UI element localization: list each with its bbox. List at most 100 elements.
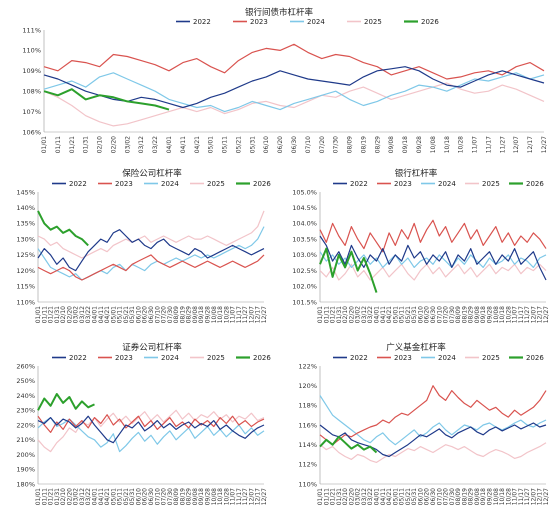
x-tick-label: 01/21 [330, 306, 337, 323]
x-tick-label: 01/11 [41, 306, 48, 323]
y-tick-label: 130% [16, 235, 35, 243]
x-tick-label: 03/12 [361, 488, 368, 505]
x-tick-label: 12/27 [543, 488, 550, 505]
x-tick-label: 10/18 [499, 306, 506, 323]
x-tick-label: 10/08 [493, 488, 500, 505]
x-tick-label: 06/30 [430, 306, 437, 323]
x-tick-label: 07/10 [305, 136, 312, 153]
x-tick-label: 12/17 [537, 488, 544, 505]
series-line-2023 [37, 414, 265, 434]
x-tick-label: 04/01 [92, 306, 99, 323]
x-tick-label: 12/27 [541, 136, 548, 153]
y-tick-label: 116% [298, 421, 317, 429]
x-tick-label: 05/11 [117, 488, 124, 505]
legend-label-2025: 2025 [482, 180, 500, 188]
series-line-2025 [319, 263, 547, 281]
x-tick-label: 09/28 [416, 136, 423, 153]
chart-broad-fund-leverage: 广义基金杠杆率 2022 2023 2024 2025 2026 110% 112% 114%… [278, 340, 554, 518]
x-tick-label: 08/29 [374, 136, 381, 153]
legend-label-2022: 2022 [193, 18, 211, 26]
x-tick-label: 02/20 [66, 306, 73, 323]
y-tick-label: 112% [298, 461, 317, 469]
x-tick-label: 11/27 [524, 488, 531, 505]
x-tick-label: 03/22 [367, 306, 374, 323]
x-tick-label: 06/30 [430, 488, 437, 505]
x-tick-label: 01/11 [55, 136, 62, 153]
x-tick-label: 03/02 [355, 488, 362, 505]
x-tick-label: 03/12 [138, 136, 145, 153]
x-tick-label: 10/28 [458, 136, 465, 153]
x-tick-label: 08/09 [173, 488, 180, 505]
x-tick-label: 04/21 [386, 488, 393, 505]
x-tick-label: 03/02 [73, 488, 80, 505]
x-tick-label: 08/19 [461, 488, 468, 505]
x-tick-label: 09/08 [192, 306, 199, 323]
chart-svg-banks: 银行杠杆率 2022 2023 2024 2025 2026 101.5% 102.0% 10… [292, 168, 550, 323]
legend-label-2022: 2022 [350, 354, 368, 362]
x-tick-label: 11/27 [499, 136, 506, 153]
x-tick-label: 08/29 [186, 306, 193, 323]
x-tick-label: 05/21 [405, 306, 412, 323]
x-tick-label: 02/10 [60, 306, 67, 323]
series-line-2025 [37, 210, 265, 259]
x-tick-label: 01/11 [323, 306, 330, 323]
y-tick-label: 102.0% [292, 283, 317, 291]
x-tick-label: 11/07 [230, 306, 237, 323]
y-tick-label: 110% [22, 47, 41, 55]
x-tick-label: 08/19 [461, 306, 468, 323]
x-tick-label: 06/20 [277, 136, 284, 153]
x-tick-label: 04/01 [374, 488, 381, 505]
x-tick-label: 04/21 [104, 488, 111, 505]
x-tick-label: 11/27 [242, 306, 249, 323]
series-line-2026 [37, 393, 95, 411]
x-tick-label: 11/07 [512, 306, 519, 323]
series-line-2024 [319, 251, 547, 269]
x-tick-label: 06/30 [291, 136, 298, 153]
x-tick-label: 11/27 [524, 306, 531, 323]
x-tick-label: 01/11 [323, 488, 330, 505]
x-tick-label: 11/17 [236, 306, 243, 323]
x-tick-label: 12/07 [530, 488, 537, 505]
x-tick-label: 02/10 [97, 136, 104, 153]
series-line-2024 [43, 72, 545, 113]
x-tick-label: 05/21 [405, 488, 412, 505]
x-tick-label: 12/07 [248, 488, 255, 505]
y-tick-label: 108% [22, 88, 41, 96]
y-tick-label: 111% [22, 26, 41, 34]
y-tick-label: 135% [16, 220, 35, 228]
x-tick-label: 07/10 [154, 306, 161, 323]
series-line-2025 [319, 442, 547, 464]
x-tick-label: 04/21 [104, 306, 111, 323]
x-tick-label: 03/02 [73, 306, 80, 323]
x-tick-label: 07/30 [167, 306, 174, 323]
x-tick-label: 11/07 [230, 488, 237, 505]
x-tick-label: 07/30 [167, 488, 174, 505]
x-tick-label: 08/19 [179, 306, 186, 323]
x-tick-label: 04/01 [92, 488, 99, 505]
series-line-2022 [43, 66, 545, 109]
x-tick-label: 12/17 [255, 488, 262, 505]
legend-label-2022: 2022 [69, 180, 87, 188]
x-tick-label: 05/31 [411, 488, 418, 505]
y-tick-label: 110% [298, 480, 317, 488]
y-tick-label: 140% [16, 204, 35, 212]
x-tick-label: 04/21 [194, 136, 201, 153]
x-tick-label: 02/10 [60, 488, 67, 505]
x-tick-label: 07/20 [161, 306, 168, 323]
x-tick-label: 04/11 [180, 136, 187, 153]
x-tick-label: 04/11 [380, 306, 387, 323]
legend-label-2023: 2023 [115, 354, 133, 362]
x-tick-label: 10/18 [444, 136, 451, 153]
x-tick-label: 01/01 [35, 488, 42, 505]
x-tick-label: 02/10 [342, 488, 349, 505]
chart-title: 证券公司杠杆率 [122, 342, 182, 353]
chart-title: 广义基金杠杆率 [386, 342, 446, 353]
x-tick-label: 10/08 [430, 136, 437, 153]
x-tick-label: 06/10 [417, 488, 424, 505]
legend-label-2024: 2024 [161, 354, 179, 362]
y-tick-label: 118% [298, 402, 317, 410]
chart-svg-interbank: 银行间债市杠杆率 2022 2023 2024 2025 2026 106% 107% 108… [22, 7, 548, 153]
x-tick-label: 06/30 [148, 488, 155, 505]
x-tick-label: 08/19 [179, 488, 186, 505]
x-tick-label: 05/21 [123, 306, 130, 323]
